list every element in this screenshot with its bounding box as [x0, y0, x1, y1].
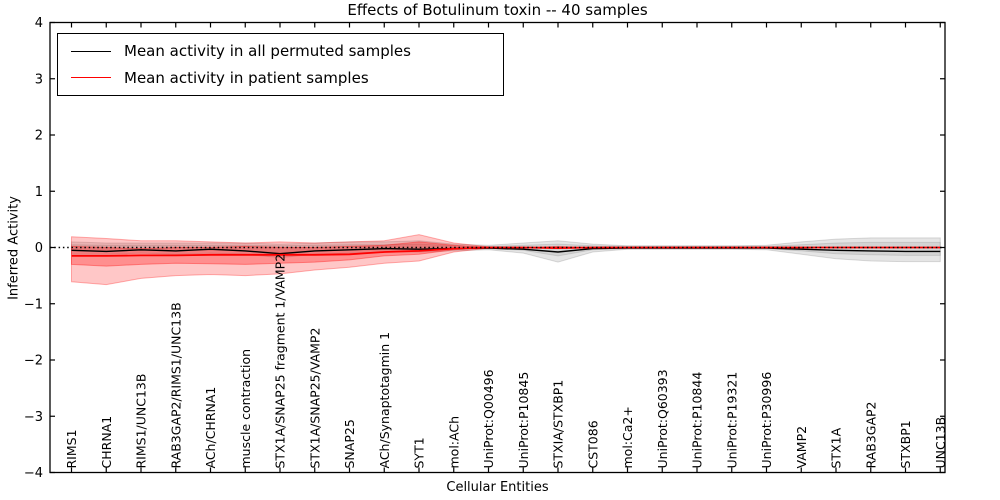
- x-tick-label: STX1A/SNAP25 fragment 1/VAMP2: [273, 254, 288, 469]
- y-tick-label: −1: [24, 297, 43, 312]
- x-tick-label: UniProt:P10844: [690, 372, 705, 469]
- x-tick-label: UniProt:P19321: [724, 372, 739, 469]
- x-tick-label: VAMP2: [794, 426, 809, 469]
- x-tick-label: UniProt:Q00496: [481, 369, 496, 468]
- x-tick-label: STXIA/STXBP1: [551, 380, 566, 469]
- legend-label: Mean activity in all permuted samples: [124, 42, 411, 61]
- x-axis-label: Cellular Entities: [446, 480, 549, 495]
- x-tick-label: ACh/Synaptotagmin 1: [377, 332, 392, 469]
- y-axis-label: Inferred Activity: [6, 196, 22, 300]
- permuted-outer-band: [71, 237, 941, 263]
- y-tick-label: 3: [35, 72, 43, 87]
- permuted-line-sample: [71, 50, 111, 52]
- x-tick-label: STXBP1: [898, 420, 913, 468]
- x-tick-label: RAB3GAP2/RIMS1/UNC13B: [168, 302, 183, 468]
- x-tick-label: UNC13B: [933, 417, 948, 469]
- legend-entry-patient: Mean activity in patient samples: [58, 69, 503, 87]
- x-tick-label: STX1A/SNAP25/VAMP2: [307, 328, 322, 469]
- x-tick-label: RIMS1/UNC13B: [134, 374, 149, 469]
- y-tick-label: 4: [35, 16, 43, 31]
- x-tick-label: STX1A: [829, 427, 844, 468]
- x-tick-label: CST086: [585, 420, 600, 468]
- legend-entry-permuted: Mean activity in all permuted samples: [58, 42, 503, 60]
- y-tick-label: −2: [24, 354, 43, 369]
- x-tick-label: SYT1: [412, 437, 427, 468]
- x-tick-label: RAB3GAP2: [863, 402, 878, 469]
- x-tick-label: SNAP25: [342, 419, 357, 468]
- legend: Mean activity in all permuted samples Me…: [57, 33, 504, 96]
- y-tick-label: 2: [35, 129, 43, 144]
- x-tick-label: RIMS1: [64, 429, 79, 468]
- x-tick-label: CHRNA1: [99, 416, 114, 469]
- legend-label: Mean activity in patient samples: [124, 68, 369, 87]
- x-tick-label: muscle contraction: [238, 349, 253, 469]
- x-tick-label: UniProt:P10845: [516, 372, 531, 469]
- x-tick-label: UniProt:Q60393: [655, 369, 670, 468]
- y-tick-label: −4: [24, 466, 43, 481]
- x-tick-label: mol:ACh: [446, 416, 461, 469]
- y-tick-label: 0: [35, 241, 43, 256]
- chart-title: Effects of Botulinum toxin -- 40 samples: [347, 1, 648, 19]
- x-tick-label: ACh/CHRNA1: [203, 387, 218, 469]
- y-tick-label: 1: [35, 185, 43, 200]
- permuted-mean-line: [71, 247, 941, 255]
- x-tick-label: mol:Ca2+: [620, 406, 635, 468]
- x-tick-label: UniProt:P30996: [759, 372, 774, 469]
- patient-line-sample: [71, 77, 111, 79]
- y-tick-label: −3: [24, 410, 43, 425]
